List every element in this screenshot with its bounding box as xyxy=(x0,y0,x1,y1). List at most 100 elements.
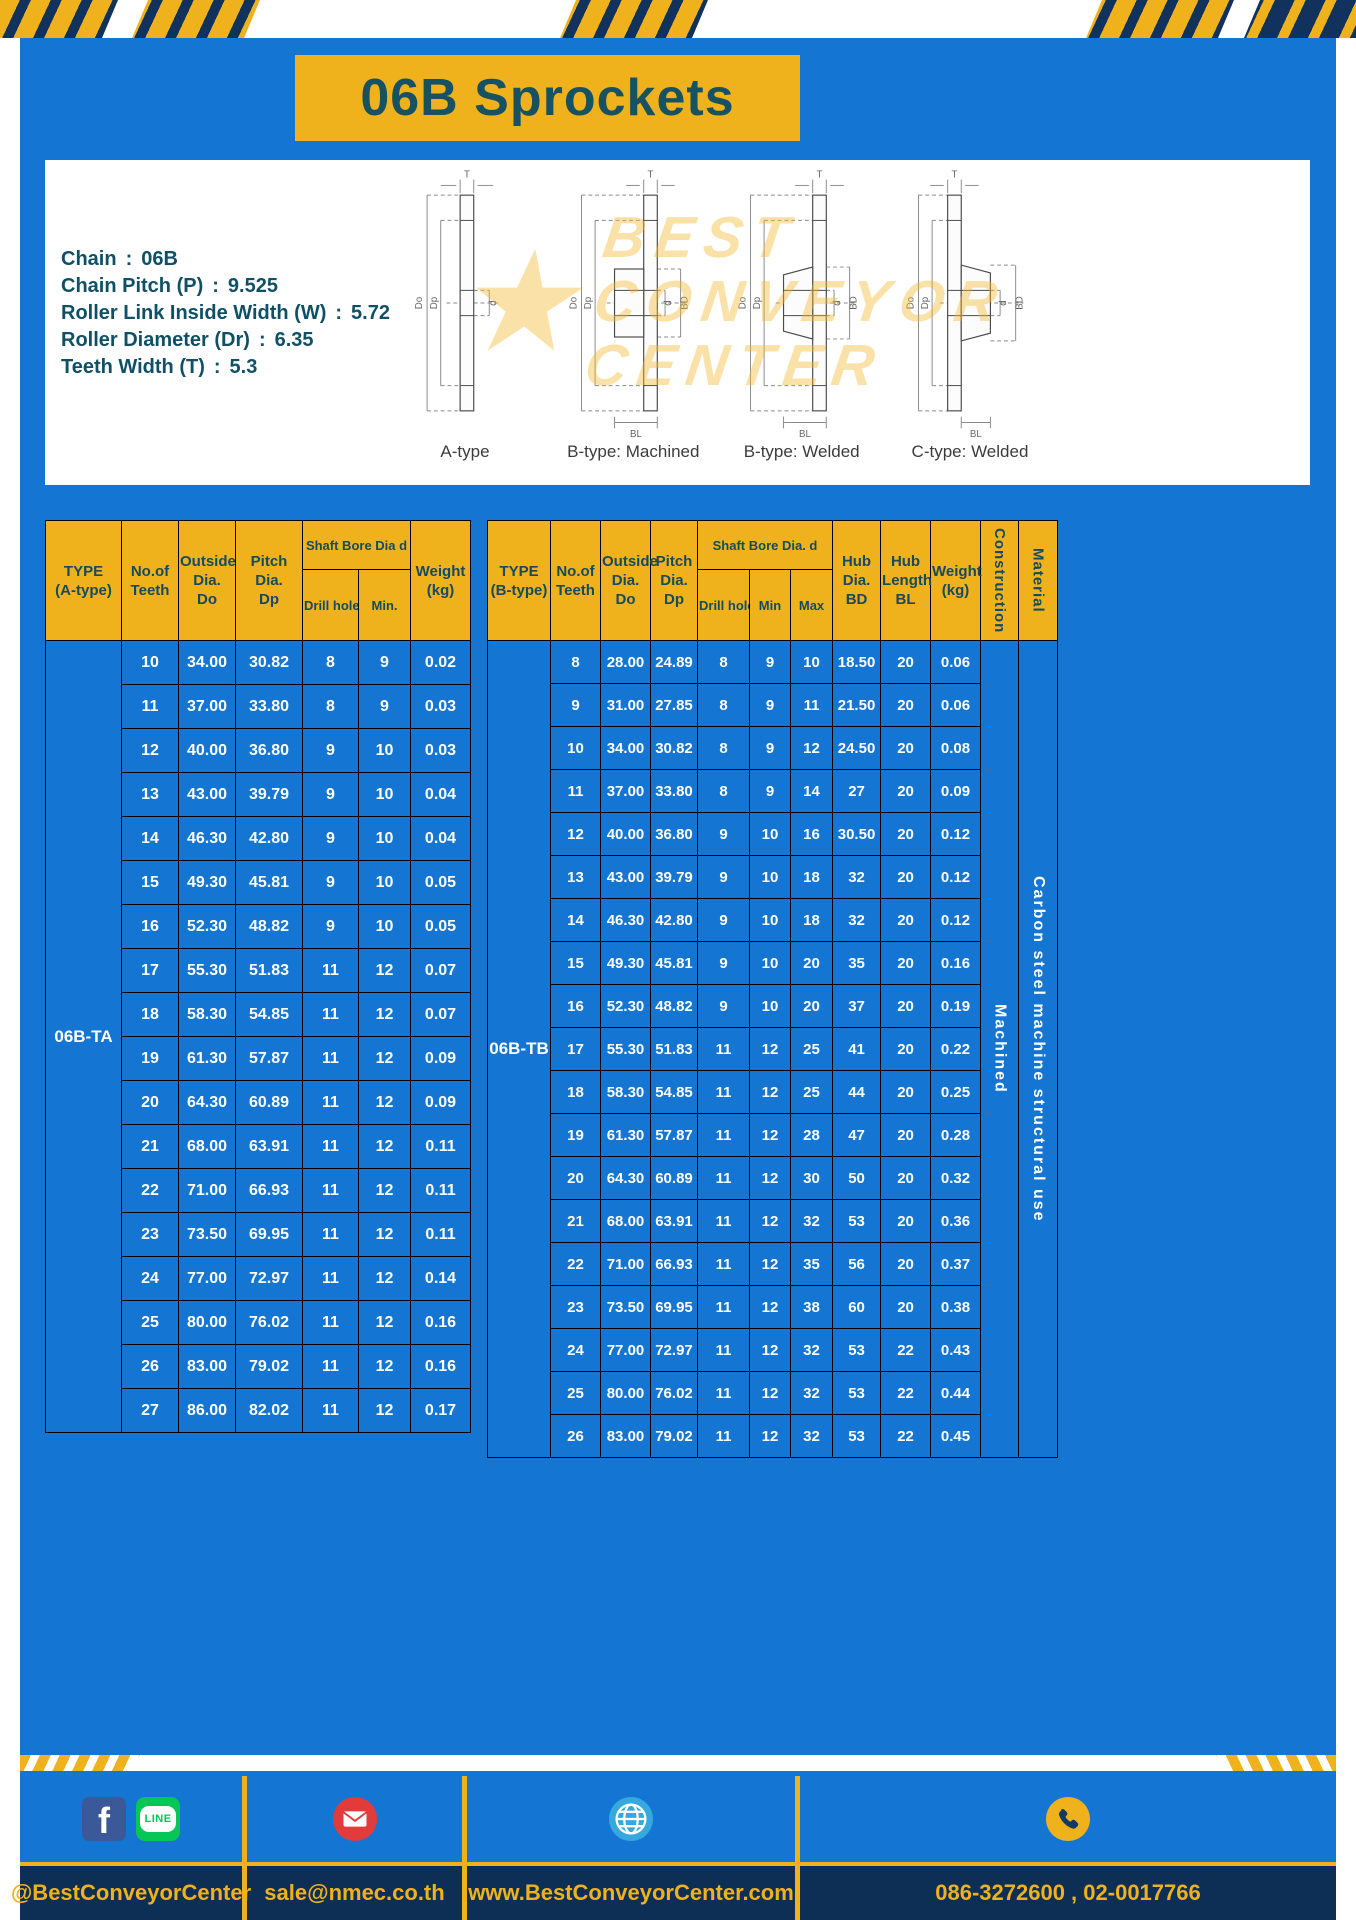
table-cell: 49.30 xyxy=(600,941,651,985)
table-row: 20 64.30 60.89 11 12 30 50 20 0.32 xyxy=(488,1156,1058,1200)
svg-text:d: d xyxy=(998,300,1009,305)
table-cell: 10 xyxy=(358,904,411,949)
table-cell: 82.02 xyxy=(235,1388,303,1433)
table-cell: 36.80 xyxy=(650,812,698,856)
table-cell: 11 xyxy=(697,1371,750,1415)
table-cell: 68.00 xyxy=(600,1199,651,1243)
spec-line: Roller Link Inside Width (W):5.72 xyxy=(61,302,390,324)
table-cell: 12 xyxy=(749,1371,791,1415)
table-cell: 20 xyxy=(880,812,932,856)
table-cell: 0.38 xyxy=(930,1285,982,1329)
table-cell: 9 xyxy=(749,726,791,770)
table-cell: 11 xyxy=(302,1036,359,1081)
table-row: 14 46.30 42.80 9 10 0.04 xyxy=(46,816,471,861)
header-weight: Weight (kg) xyxy=(930,520,982,641)
table-cell: 11 xyxy=(302,1256,359,1301)
table-cell: 10 xyxy=(358,860,411,905)
table-cell: 12 xyxy=(749,1027,791,1071)
table-cell: 72.97 xyxy=(650,1328,698,1372)
table-cell: 9 xyxy=(302,860,359,905)
table-cell: 8 xyxy=(697,769,750,813)
table-cell: 10 xyxy=(749,984,791,1028)
table-cell: 0.32 xyxy=(930,1156,982,1200)
table-cell: 14 xyxy=(121,816,179,861)
footer-website-url: www.BestConveyorCenter.com xyxy=(467,1866,800,1920)
table-cell: 11 xyxy=(697,1113,750,1157)
table-cell: 68.00 xyxy=(178,1124,236,1169)
table-cell: 61.30 xyxy=(178,1036,236,1081)
table-cell: 22 xyxy=(880,1371,932,1415)
table-cell: 11 xyxy=(697,1199,750,1243)
footer-phone-numbers: 086-3272600 , 02-0017766 xyxy=(935,1880,1201,1905)
stripe-decoration xyxy=(0,0,118,38)
svg-text:T: T xyxy=(816,170,822,181)
svg-text:T: T xyxy=(951,170,957,181)
table-cell: 0.03 xyxy=(410,684,471,729)
table-cell: 11 xyxy=(302,948,359,993)
table-row: 14 46.30 42.80 9 10 18 32 20 0.12 xyxy=(488,898,1058,942)
table-cell: 53 xyxy=(832,1414,882,1458)
table-cell: 20 xyxy=(880,1285,932,1329)
spec-line: Roller Diameter (Dr):6.35 xyxy=(61,329,314,351)
table-cell: 20 xyxy=(880,1156,932,1200)
table-cell: 17 xyxy=(550,1027,601,1071)
table-cell: 26 xyxy=(121,1344,179,1389)
table-cell: 33.80 xyxy=(650,769,698,813)
table-cell: 17 xyxy=(121,948,179,993)
table-row: 19 61.30 57.87 11 12 28 47 20 0.28 xyxy=(488,1113,1058,1157)
table-cell: 12 xyxy=(358,992,411,1037)
table-cell: 21 xyxy=(121,1124,179,1169)
globe-icon xyxy=(608,1796,654,1842)
table-cell: 39.79 xyxy=(650,855,698,899)
table-cell: 79.02 xyxy=(650,1414,698,1458)
table-cell: 0.45 xyxy=(930,1414,982,1458)
table-cell: 19 xyxy=(550,1113,601,1157)
table-cell: 8 xyxy=(697,640,750,684)
table-cell: 36.80 xyxy=(235,728,303,773)
table-cell: 40.00 xyxy=(600,812,651,856)
svg-text:BL: BL xyxy=(970,429,982,440)
table-cell: 53 xyxy=(832,1199,882,1243)
header-construction: Construction xyxy=(980,520,1020,641)
table-cell: 0.08 xyxy=(930,726,982,770)
table-row: 21 68.00 63.91 11 12 0.11 xyxy=(46,1124,471,1169)
table-cell: 15 xyxy=(121,860,179,905)
material-value-cell: Carbon steel machine structural use xyxy=(1018,640,1059,1458)
table-cell: 26 xyxy=(550,1414,601,1458)
table-b-type: TYPE (B-type) No.of Teeth Outside Dia. D… xyxy=(487,520,1059,1458)
table-cell: 10 xyxy=(749,812,791,856)
table-cell: 11 xyxy=(697,1414,750,1458)
table-cell: 30 xyxy=(789,1156,834,1200)
footer-phone-column xyxy=(800,1776,1336,1862)
table-cell: 27.85 xyxy=(650,683,698,727)
table-row: 18 58.30 54.85 11 12 25 44 20 0.25 xyxy=(488,1070,1058,1114)
table-cell: 34.00 xyxy=(178,640,236,685)
table-cell: 37.00 xyxy=(600,769,651,813)
table-cell: 0.19 xyxy=(930,984,982,1028)
table-cell: 0.16 xyxy=(410,1344,471,1389)
table-cell: 12 xyxy=(358,1344,411,1389)
table-cell: 0.25 xyxy=(930,1070,982,1114)
table-cell: 0.17 xyxy=(410,1388,471,1433)
svg-text:Dp: Dp xyxy=(920,297,931,309)
table-cell: 11 xyxy=(302,1080,359,1125)
table-cell: 77.00 xyxy=(600,1328,651,1372)
table-cell: 52.30 xyxy=(178,904,236,949)
table-cell: 0.44 xyxy=(930,1371,982,1415)
table-cell: 11 xyxy=(302,1300,359,1345)
table-cell: 47 xyxy=(832,1113,882,1157)
table-cell: 20 xyxy=(880,640,932,684)
table-cell: 20 xyxy=(880,769,932,813)
table-cell: 23 xyxy=(121,1212,179,1257)
table-cell: 25 xyxy=(121,1300,179,1345)
table-a-type: TYPE (A-type) No.of Teeth Outside Dia. D… xyxy=(45,520,471,1433)
table-cell: 8 xyxy=(550,640,601,684)
diagram-label: A-type xyxy=(440,442,490,461)
table-cell: 83.00 xyxy=(600,1414,651,1458)
header-min: Min. xyxy=(358,569,411,641)
svg-text:d: d xyxy=(488,300,499,305)
svg-text:Do: Do xyxy=(569,297,580,309)
table-cell: 63.91 xyxy=(235,1124,303,1169)
svg-text:T: T xyxy=(648,170,654,181)
